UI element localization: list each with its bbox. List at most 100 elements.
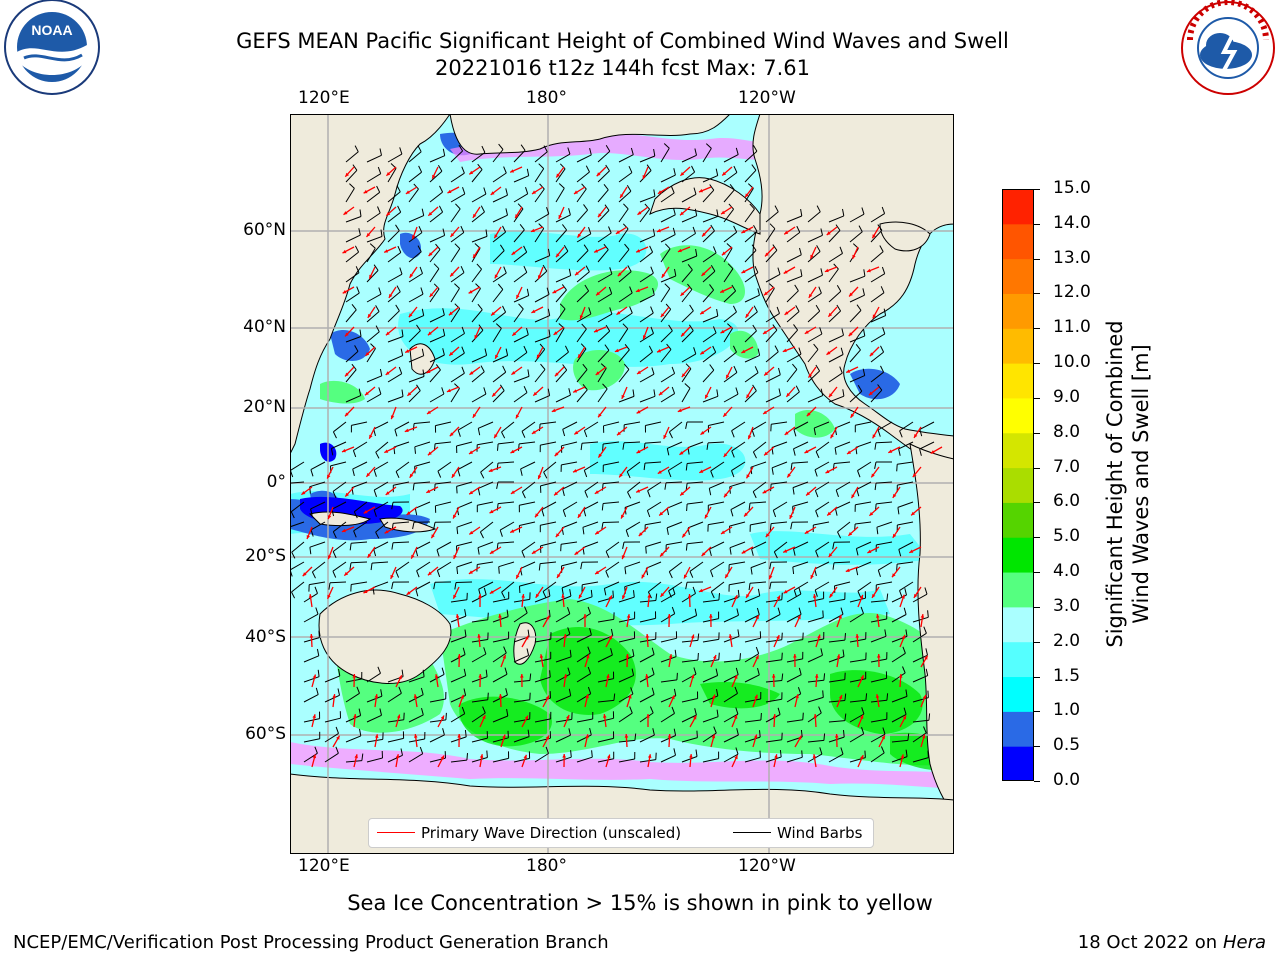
wind-barb: [660, 308, 672, 323]
wind-barb-feather: [318, 630, 320, 638]
wave-arrow-head: [825, 469, 830, 474]
colorbar-segment: [1002, 432, 1034, 469]
wind-barb-feather: [801, 750, 803, 758]
wind-barb: [833, 561, 851, 564]
wind-barb-feather: [587, 666, 592, 674]
wind-barb-feather: [349, 543, 352, 551]
wind-barb: [450, 636, 467, 643]
wind-barb: [332, 541, 347, 552]
wind-barb: [492, 311, 506, 323]
wind-barb: [513, 208, 524, 223]
wave-arrow-head: [728, 634, 733, 638]
wind-barb-feather: [466, 753, 468, 761]
wind-barb: [710, 461, 725, 472]
wave-arrow-head: [699, 469, 704, 473]
wind-barb-feather: [358, 388, 362, 396]
wave-arrow-head: [647, 594, 651, 598]
wind-barb: [815, 501, 830, 512]
wind-barb-feather: [715, 168, 719, 176]
wind-barb-feather: [461, 166, 465, 174]
wind-barb: [828, 372, 843, 383]
wind-barb-feather: [923, 626, 927, 634]
lat-label-40s: 40°S: [245, 627, 286, 647]
wind-barb: [395, 461, 410, 472]
wind-barb: [520, 461, 536, 470]
wind-barb-feather: [375, 325, 380, 333]
wave-arrow-head: [535, 593, 540, 598]
wind-barb: [513, 251, 528, 263]
colorbar-tick-label: 2.0: [1053, 630, 1081, 651]
wave-arrow-head: [491, 311, 495, 316]
wind-barb: [639, 312, 654, 323]
wind-barb: [870, 229, 883, 243]
wind-barb: [828, 656, 845, 663]
wind-barb-feather: [337, 688, 340, 696]
wind-barb: [522, 481, 536, 493]
wind-barb-feather: [629, 306, 633, 314]
wind-barb: [429, 234, 445, 243]
wind-barb: [534, 293, 550, 303]
wave-arrow-head: [558, 214, 562, 219]
wind-barb: [576, 613, 591, 623]
wind-barb-feather: [526, 648, 530, 656]
wave-arrow-head: [366, 233, 371, 237]
wind-barb: [597, 618, 614, 623]
wind-barb: [366, 331, 380, 343]
wind-barb-feather: [674, 268, 677, 276]
wind-barb-feather: [779, 750, 782, 758]
colorbar-tick-mark: [1034, 537, 1040, 539]
wind-barb: [765, 228, 776, 243]
colorbar-segment: [1002, 189, 1034, 225]
wind-barb: [660, 656, 677, 663]
wind-barb-feather: [732, 345, 737, 353]
wind-barb: [324, 694, 340, 703]
wave-arrow-head: [826, 351, 831, 355]
wind-barb-feather: [749, 203, 755, 210]
wind-barb-feather: [643, 463, 646, 471]
wave-arrow-head: [734, 595, 738, 600]
wind-barb: [807, 349, 819, 363]
wave-arrow-head: [482, 715, 486, 720]
colorbar-tick-mark: [1034, 606, 1040, 608]
wind-barb: [534, 638, 551, 643]
wind-barb: [456, 481, 473, 487]
wind-barb-feather: [379, 708, 382, 716]
wind-barb: [576, 209, 588, 223]
wave-arrow-head: [557, 574, 561, 578]
wind-barb-feather: [377, 206, 381, 214]
wind-barb: [731, 461, 746, 472]
wind-barb: [828, 334, 844, 343]
wave-arrow-head: [787, 473, 791, 478]
wind-barb: [408, 151, 422, 163]
wind-barb: [912, 616, 929, 623]
wind-barb: [744, 637, 761, 643]
wind-barb: [604, 581, 620, 589]
lat-label-0: 0°: [266, 472, 286, 492]
wind-barb-feather: [456, 486, 458, 494]
wave-arrow-head: [711, 734, 716, 739]
wave-arrow-head: [551, 408, 556, 412]
wave-arrow-head: [512, 332, 517, 336]
wind-barb: [807, 654, 823, 663]
wind-barb-feather: [624, 567, 627, 575]
wind-barb: [576, 328, 587, 343]
wind-barb: [429, 170, 443, 183]
wave-arrow-head: [679, 451, 684, 455]
wind-barb-feather: [460, 265, 465, 273]
wind-barb: [702, 395, 719, 403]
wave-arrow-head: [531, 550, 536, 554]
wind-barb: [681, 255, 697, 263]
wind-barb: [807, 251, 821, 263]
wind-barb: [731, 441, 746, 452]
wind-barb-feather: [436, 570, 441, 578]
wind-barb-feather: [651, 367, 655, 375]
colorbar-tick-label: 15.0: [1053, 178, 1091, 198]
wave-arrow-head: [516, 574, 520, 579]
wind-barb: [597, 717, 614, 723]
wave-arrow-head: [734, 675, 738, 679]
wind-barb: [708, 421, 725, 426]
wind-barb: [849, 390, 863, 403]
wave-arrow-head: [474, 334, 478, 339]
wave-arrow-head: [598, 213, 602, 218]
wave-arrow-head: [626, 614, 631, 618]
